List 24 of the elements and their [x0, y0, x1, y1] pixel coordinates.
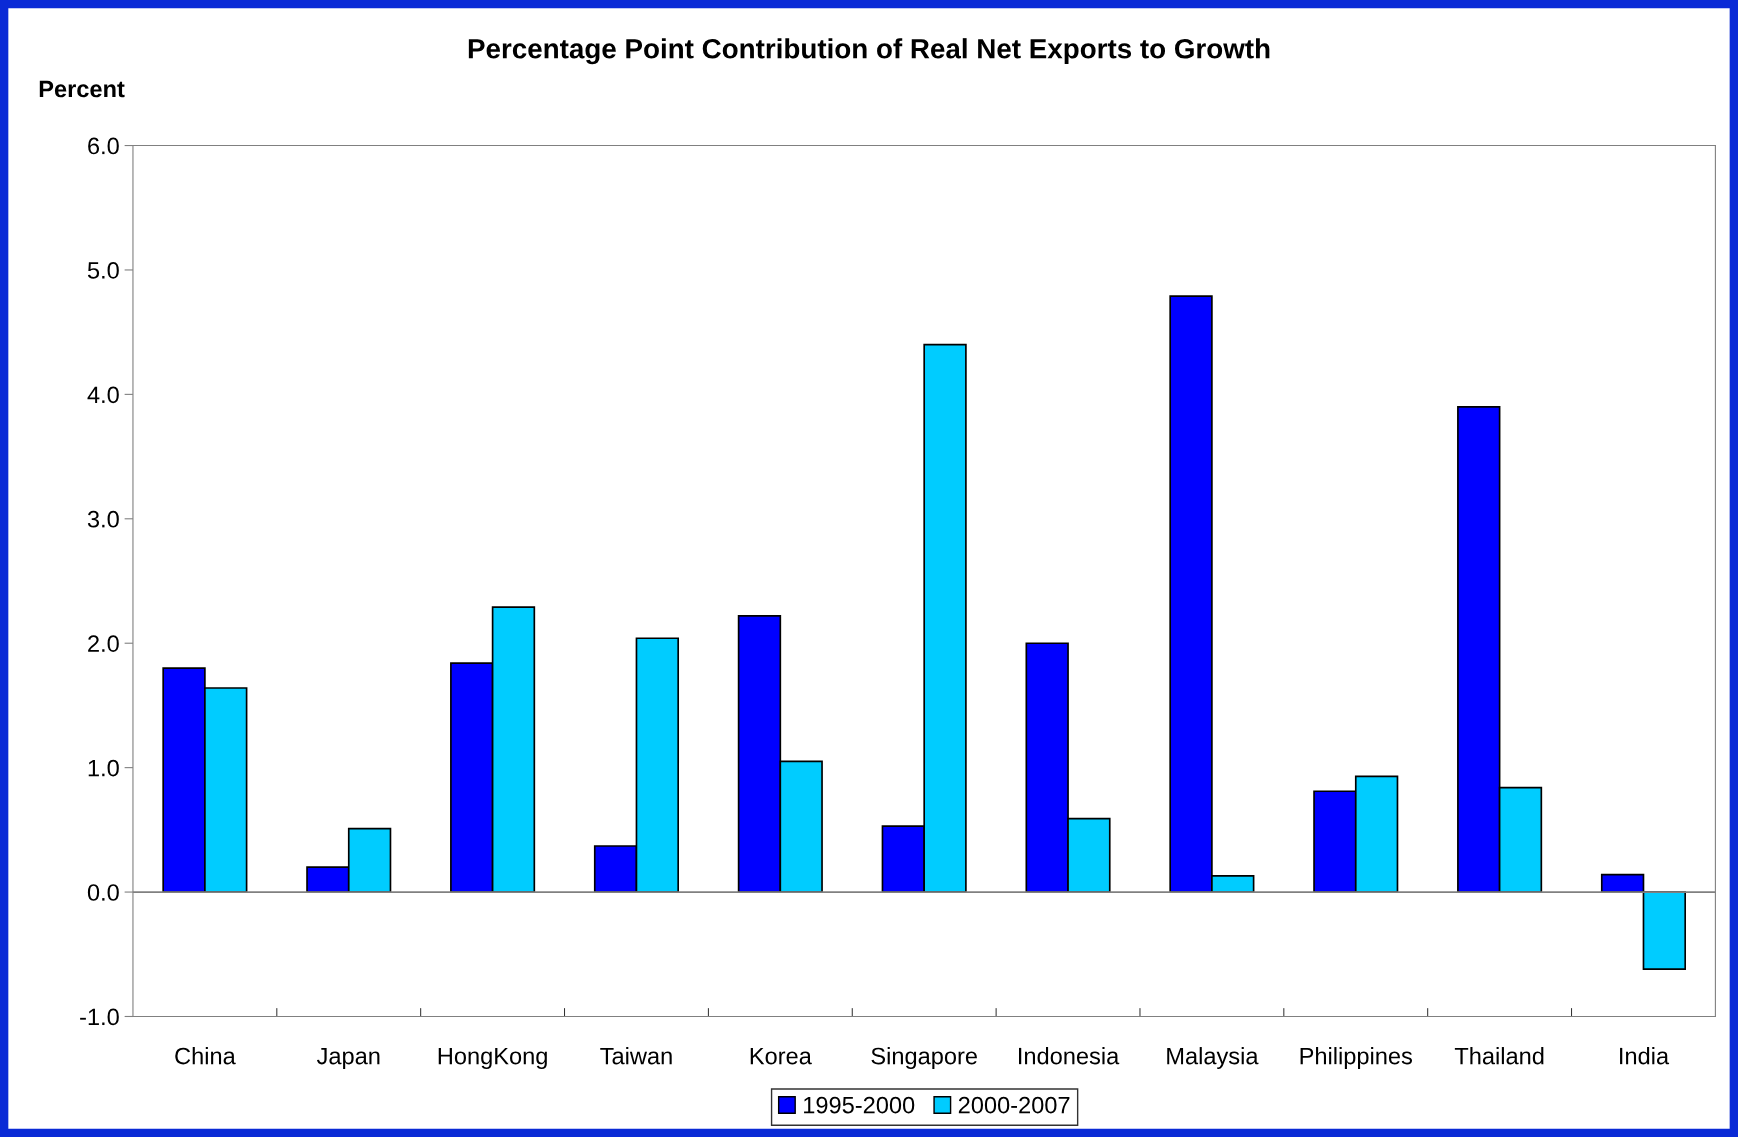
chart-title: Percentage Point Contribution of Real Net Exports to Growth: [468, 38, 1270, 65]
legend-label: 1995-2000: [804, 1096, 915, 1114]
x-tick-label: Singapore: [871, 1047, 977, 1070]
x-tick-label: HongKong: [438, 1047, 547, 1070]
y-tick-label: 6.0: [88, 137, 119, 155]
y-tick-label: 1.0: [88, 759, 119, 777]
y-tick-label: 5.0: [87, 262, 119, 279]
x-tick-label: Taiwan: [600, 1047, 672, 1065]
legend-label: 2000-2007: [958, 1096, 1070, 1114]
y-tick-label: 2.0: [88, 635, 119, 652]
y-axis-title: Percent: [39, 80, 125, 98]
x-tick-label: Philippines: [1300, 1047, 1413, 1070]
x-tick-label: China: [175, 1047, 236, 1065]
x-tick-label: India: [1620, 1047, 1670, 1065]
x-tick-label: Malaysia: [1167, 1047, 1259, 1070]
y-tick-label: 3.0: [87, 510, 119, 528]
x-tick-label: Thailand: [1454, 1047, 1544, 1065]
x-tick-label: Korea: [750, 1047, 812, 1065]
y-tick-label: -1.0: [80, 1008, 119, 1026]
bar: [1642, 891, 1687, 971]
x-tick-label: Japan: [316, 1047, 380, 1070]
y-tick-label: 0.0: [87, 884, 119, 901]
y-tick-label: 4.0: [87, 386, 119, 404]
x-tick-label: Indonesia: [1019, 1047, 1120, 1065]
